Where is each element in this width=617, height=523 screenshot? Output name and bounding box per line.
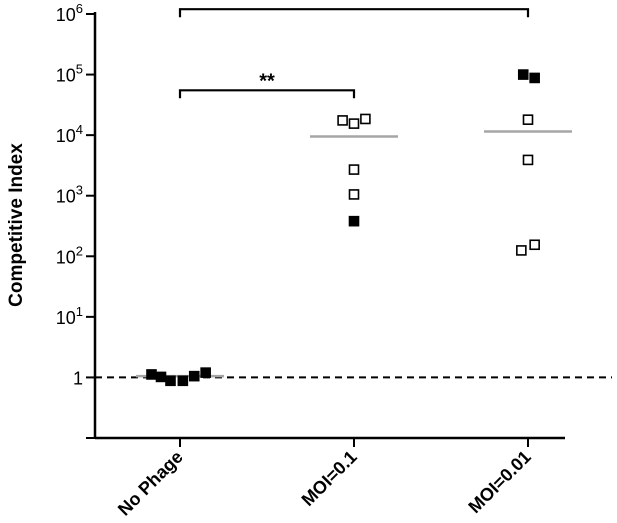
y-tick-label: 105: [56, 62, 83, 86]
significance-label: **: [346, 0, 362, 11]
data-point-open: [348, 118, 360, 129]
x-tick-label: MOI=0.01: [464, 447, 534, 517]
significance-bracket: [178, 8, 530, 18]
plot-area: 1 101 102 103 104 105 106 No Phage MOI=0.1 MOI=0.…: [56, 0, 612, 520]
significance-bracket: [178, 89, 356, 99]
x-tick-label: No Phage: [114, 447, 187, 520]
data-point-filled: [146, 369, 157, 380]
y-tick-label: 106: [56, 1, 83, 25]
y-tick-label: 103: [56, 183, 83, 207]
data-point-filled: [155, 371, 167, 383]
significance-label: **: [259, 70, 275, 92]
data-point-filled: [188, 370, 200, 382]
data-point-open: [348, 189, 360, 200]
data-point-filled: [348, 215, 360, 227]
data-point-open: [360, 113, 371, 125]
data-point-open: [337, 115, 348, 126]
data-point-filled: [177, 375, 189, 387]
data-point-open: [522, 154, 534, 166]
y-tick-label: 102: [56, 243, 83, 267]
y-tick-label: 101: [56, 304, 83, 328]
data-point-filled: [200, 367, 211, 378]
x-tick-label: MOI=0.1: [298, 447, 361, 510]
data-point-filled: [517, 69, 529, 80]
data-point-filled: [165, 375, 176, 387]
data-point-open: [529, 239, 540, 251]
data-point-open: [516, 245, 527, 256]
y-axis-label: Competitive Index: [6, 143, 27, 307]
data-point-open: [348, 164, 360, 175]
data-point-filled: [529, 72, 540, 84]
y-tick-label: 104: [56, 122, 83, 146]
y-tick-label: 1: [73, 368, 83, 388]
data-point-open: [522, 114, 534, 125]
